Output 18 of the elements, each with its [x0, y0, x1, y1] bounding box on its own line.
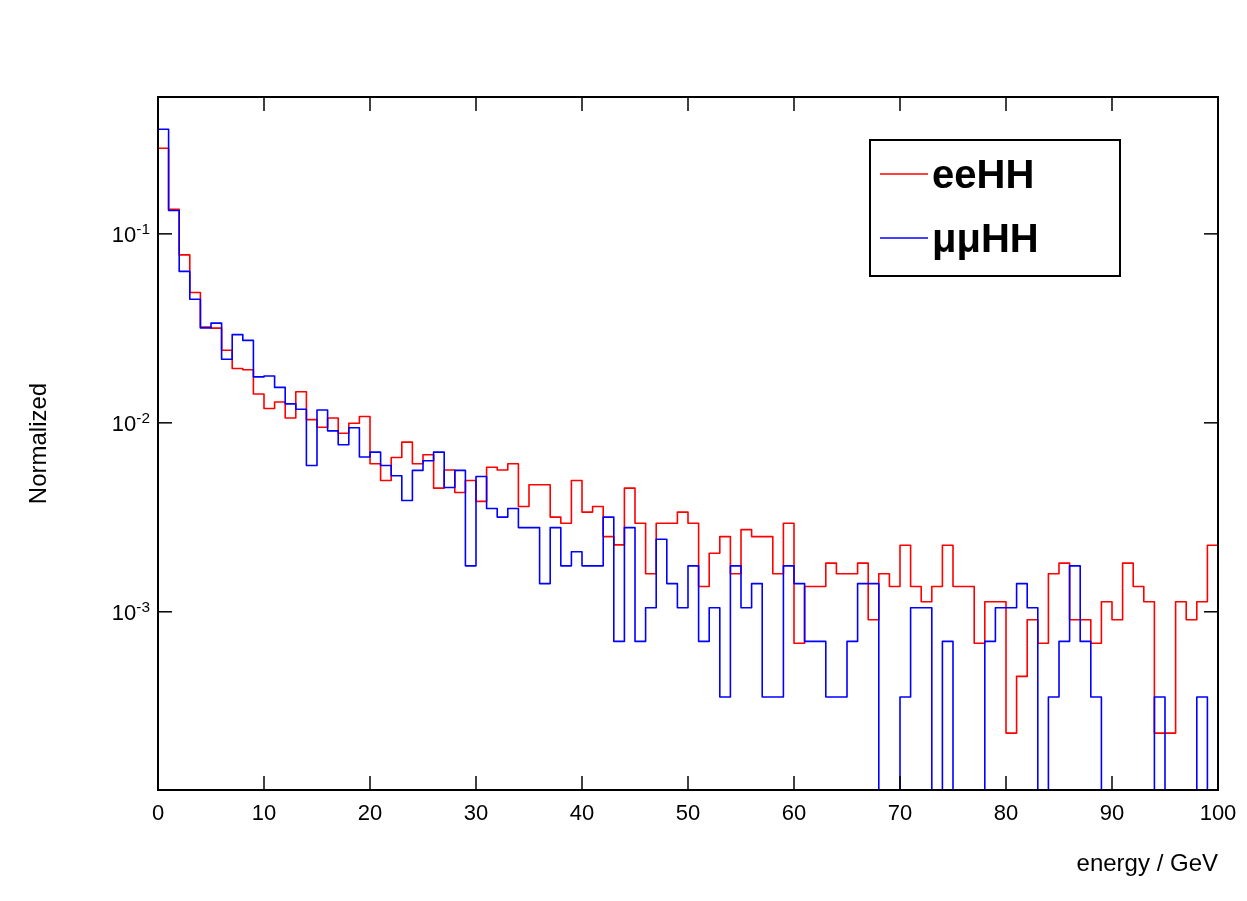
x-tick-label: 0	[151, 800, 165, 825]
x-tick-label: 70	[887, 800, 913, 825]
legend-label: μμHH	[932, 216, 1039, 260]
x-tick-label: 40	[569, 800, 595, 825]
x-tick-label: 30	[463, 800, 489, 825]
x-tick-label: 50	[675, 800, 701, 825]
x-tick-label: 20	[357, 800, 383, 825]
x-tick-label: 60	[781, 800, 807, 825]
x-axis-title: energy / GeV	[1076, 849, 1218, 876]
x-tick-label: 10	[251, 800, 277, 825]
y-axis-title: Normalized	[24, 382, 51, 505]
y-tick-label: 10$^{-1}$	[111, 219, 150, 247]
x-tick-label: 90	[1099, 800, 1125, 825]
x-tick-label: 80	[993, 800, 1019, 825]
x-tick-label: 100	[1199, 800, 1237, 825]
legend-label: eeHH	[932, 152, 1035, 196]
y-tick-label: 10$^{-3}$	[111, 597, 150, 625]
y-tick-label: 10$^{-2}$	[111, 408, 150, 436]
